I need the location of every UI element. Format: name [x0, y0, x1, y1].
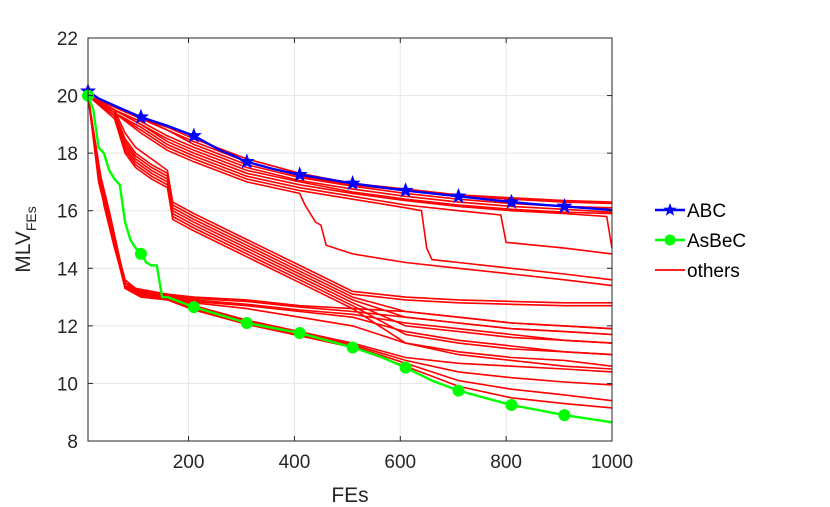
y-axis-label-main: MLV: [12, 231, 35, 273]
y-tick-label: 8: [67, 432, 78, 453]
abc-line: [87, 90, 613, 212]
others-line: [87, 94, 613, 344]
asbec-circle-marker: [399, 361, 412, 374]
legend-item-abc: ABC: [655, 201, 726, 222]
y-tick-label: 16: [57, 202, 78, 223]
y-tick-label: 12: [57, 317, 78, 338]
y-tick-label: 18: [57, 144, 78, 165]
abc-star-marker: [238, 153, 255, 169]
legend-label: AsBeC: [687, 231, 746, 252]
axes-frame: [87, 37, 613, 442]
asbec-circle-marker: [187, 301, 200, 314]
others-line: [87, 94, 612, 304]
x-tick-label: 400: [279, 452, 311, 473]
x-tick-label: 1000: [591, 452, 633, 473]
others-line: [87, 94, 613, 287]
others-line: [87, 94, 613, 213]
y-axis-label: MLVFEs: [12, 206, 39, 273]
abc-star-marker: [503, 193, 520, 209]
abc-star-marker: [450, 187, 467, 204]
y-tick-label: 14: [57, 259, 79, 280]
others-line: [87, 95, 613, 330]
asbec-circle-marker: [134, 247, 147, 260]
asbec-line: [86, 95, 613, 424]
others-line: [87, 94, 613, 281]
legend-label: ABC: [687, 201, 726, 222]
y-tick-label: 22: [57, 29, 78, 50]
asbec-circle-marker: [293, 327, 306, 340]
legend-circle-marker: [664, 234, 676, 246]
x-tick-label: 800: [490, 452, 522, 473]
others-line: [87, 94, 613, 356]
asbec-circle-marker: [452, 384, 465, 397]
x-tick-label: 600: [384, 452, 416, 473]
asbec-circle-marker: [505, 399, 518, 412]
legend-label: others: [687, 261, 740, 282]
abc-star-marker: [132, 108, 149, 124]
asbec-circle-marker: [346, 341, 359, 354]
asbec-circle-marker: [240, 316, 253, 329]
abc-star-marker: [185, 127, 202, 143]
legend-star-marker: [663, 203, 677, 216]
others-line: [87, 94, 613, 249]
asbec-circle-marker: [558, 409, 571, 422]
others-line: [87, 94, 613, 367]
series-layer: [79, 82, 613, 424]
series-asbec: [82, 89, 613, 424]
y-tick-label: 10: [57, 374, 78, 395]
others-line: [87, 95, 613, 409]
abc-star-marker: [397, 182, 414, 198]
others-line: [87, 94, 613, 255]
x-axis-label: FEs: [331, 484, 368, 507]
abc-star-marker: [344, 174, 361, 191]
legend: ABC AsBeC others: [655, 201, 746, 282]
ticks: 200 400 600 800 1000 8 10 12 14 16 18 20 22: [57, 29, 633, 473]
x-tick-label: 200: [173, 452, 205, 473]
legend-item-others: others: [655, 261, 740, 282]
plot-area: [88, 38, 612, 441]
abc-star-marker: [291, 166, 308, 182]
others-line: [87, 94, 612, 307]
legend-item-asbec: AsBeC: [655, 231, 746, 252]
y-axis-label-subscript: FEs: [23, 206, 39, 231]
y-tick-label: 20: [57, 87, 78, 108]
abc-star-marker: [556, 197, 573, 214]
